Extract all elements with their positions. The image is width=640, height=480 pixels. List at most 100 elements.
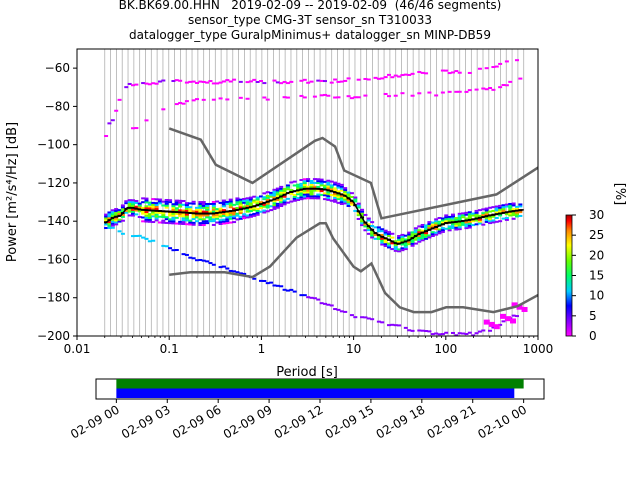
heatmap-cell [316, 185, 321, 188]
heatmap-cell [110, 211, 115, 214]
heatmap-cell [407, 237, 412, 240]
heatmap-cell [285, 201, 290, 204]
heatmap-cell [457, 222, 462, 225]
heatmap-cell [417, 329, 422, 332]
heatmap-cell [191, 216, 196, 219]
heatmap-cell [181, 253, 186, 256]
heatmap-cell [383, 229, 388, 232]
heatmap-cell [322, 186, 327, 189]
heatmap-cell [279, 193, 284, 196]
heatmap-cell [514, 211, 519, 214]
heatmap-cell [164, 198, 169, 201]
heatmap-cell [154, 215, 159, 218]
heatmap-cell [272, 284, 277, 287]
heatmap-cell [289, 181, 294, 184]
heatmap-cell [400, 237, 405, 240]
heatmap-cell [450, 223, 455, 226]
heatmap-cell [147, 207, 152, 210]
heatmap-cell [427, 226, 432, 229]
heatmap-cell [259, 210, 264, 213]
heatmap-cell [238, 212, 243, 215]
heatmap-cell [457, 226, 462, 229]
heatmap-cell [319, 178, 324, 181]
heatmap-cell [120, 206, 125, 209]
heatmap-cell [471, 224, 476, 227]
heatmap-cell [245, 210, 250, 213]
heatmap-cell [232, 78, 237, 81]
heatmap-cell [498, 86, 503, 89]
heatmap-cell [407, 233, 412, 236]
heatmap-cell [390, 323, 395, 326]
heatmap-cell [245, 197, 250, 200]
heatmap-cell [393, 94, 398, 97]
heatmap-cell [504, 60, 509, 63]
heatmap-cell [474, 332, 479, 335]
heatmap-cell [279, 189, 284, 192]
heatmap-cell [252, 207, 257, 210]
heatmap-cell [434, 224, 439, 227]
heatmap-cell [333, 189, 338, 192]
heatmap-cell [255, 211, 260, 214]
heatmap-cell [238, 215, 243, 218]
heatmap-cell [447, 225, 452, 228]
heatmap-cell [299, 198, 304, 201]
heatmap-cell [299, 79, 304, 82]
heatmap-cell [498, 206, 503, 209]
heatmap-cell [481, 212, 486, 215]
heatmap-cell [380, 239, 385, 242]
heatmap-cell [282, 195, 287, 198]
heatmap-cell [117, 218, 122, 221]
heatmap-cell [275, 195, 280, 198]
heatmap-cell [144, 237, 149, 240]
heatmap-cell [218, 81, 223, 84]
colorbar-label: [%] [612, 183, 627, 206]
heatmap-cell [201, 218, 206, 221]
heatmap-cell [467, 216, 472, 219]
heatmap-cell [322, 192, 327, 195]
heatmap-cell [457, 224, 462, 227]
heatmap-cell [141, 212, 146, 215]
heatmap-cell [151, 211, 156, 214]
heatmap-cell [514, 215, 519, 218]
heatmap-cell [181, 217, 186, 220]
heatmap-cell [107, 122, 112, 125]
heatmap-cell [514, 207, 519, 210]
heatmap-cell [376, 230, 381, 233]
heatmap-cell [326, 193, 331, 196]
heatmap-cell [464, 227, 469, 230]
heatmap-cell [333, 181, 338, 184]
heatmap-cell [114, 109, 119, 112]
heatmap-cell [232, 203, 237, 206]
heatmap-cell [306, 191, 311, 194]
heatmap-cell [117, 209, 122, 212]
heatmap-cell [322, 80, 327, 83]
heatmap-cell [191, 80, 196, 83]
heatmap-cell [349, 201, 354, 204]
heatmap-cell [151, 82, 156, 85]
heatmap-cell [424, 224, 429, 227]
heatmap-cell [360, 222, 365, 225]
heatmap-cell [329, 184, 334, 187]
heatmap-cell [279, 199, 284, 202]
heatmap-cell [306, 193, 311, 196]
heatmap-cell [272, 206, 277, 209]
heatmap-cell [410, 233, 415, 236]
heatmap-cell [161, 214, 166, 217]
heatmap-cell [430, 333, 435, 336]
heatmap-cell [390, 76, 395, 79]
heatmap-cell [181, 213, 186, 216]
heatmap-cell [346, 77, 351, 80]
heatmap-cell [178, 222, 183, 225]
heatmap-cell [326, 183, 331, 186]
heatmap-cell [168, 218, 173, 221]
heatmap-cell [151, 198, 156, 201]
heatmap-cell [218, 97, 223, 100]
heatmap-cell [363, 229, 368, 232]
heatmap-cell [457, 214, 462, 217]
heatmap-cell [117, 212, 122, 215]
heatmap-cell [134, 209, 139, 212]
heatmap-cell [440, 229, 445, 232]
heatmap-cell [349, 97, 354, 100]
heatmap-cell [356, 204, 361, 207]
heatmap-cell [269, 191, 274, 194]
